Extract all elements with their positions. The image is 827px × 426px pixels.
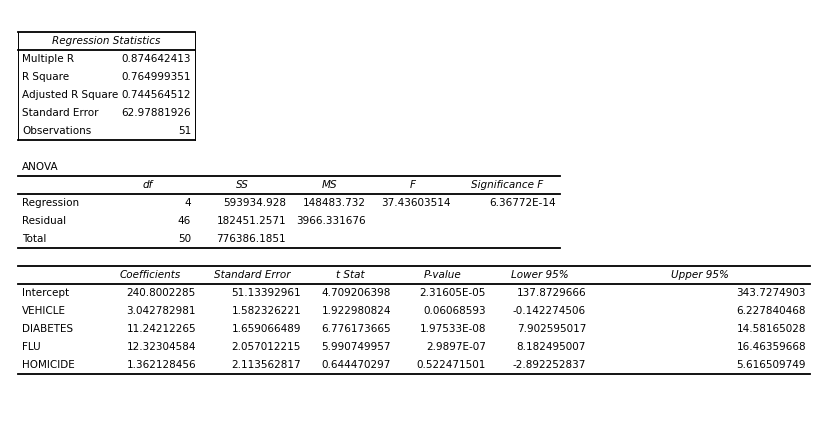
- Text: Coefficients: Coefficients: [119, 270, 180, 280]
- Text: Standard Error: Standard Error: [22, 108, 98, 118]
- Text: df: df: [142, 180, 152, 190]
- Text: 3966.331676: 3966.331676: [296, 216, 366, 226]
- Text: Residual: Residual: [22, 216, 66, 226]
- Text: Intercept: Intercept: [22, 288, 69, 298]
- Text: Lower 95%: Lower 95%: [510, 270, 568, 280]
- Text: 0.874642413: 0.874642413: [122, 54, 191, 64]
- Text: 2.9897E-07: 2.9897E-07: [426, 342, 485, 352]
- Text: VEHICLE: VEHICLE: [22, 306, 66, 316]
- Text: 1.922980824: 1.922980824: [321, 306, 390, 316]
- Text: 62.97881926: 62.97881926: [122, 108, 191, 118]
- Text: Standard Error: Standard Error: [214, 270, 290, 280]
- Text: 1.97533E-08: 1.97533E-08: [419, 324, 485, 334]
- Text: 12.32304584: 12.32304584: [127, 342, 196, 352]
- Text: 6.776173665: 6.776173665: [321, 324, 390, 334]
- Text: 11.24212265: 11.24212265: [127, 324, 196, 334]
- Text: 16.46359668: 16.46359668: [735, 342, 805, 352]
- Text: Multiple R: Multiple R: [22, 54, 74, 64]
- Text: -2.892252837: -2.892252837: [512, 360, 586, 370]
- Text: 148483.732: 148483.732: [303, 198, 366, 208]
- Text: Adjusted R Square: Adjusted R Square: [22, 90, 118, 100]
- Text: 6.36772E-14: 6.36772E-14: [489, 198, 555, 208]
- Text: 2.113562817: 2.113562817: [231, 360, 301, 370]
- Text: 1.582326221: 1.582326221: [231, 306, 301, 316]
- Text: 3.042782981: 3.042782981: [127, 306, 196, 316]
- Text: -0.142274506: -0.142274506: [512, 306, 586, 316]
- Text: 0.764999351: 0.764999351: [122, 72, 191, 82]
- Text: 2.31605E-05: 2.31605E-05: [419, 288, 485, 298]
- Text: 776386.1851: 776386.1851: [216, 234, 285, 244]
- Text: 343.7274903: 343.7274903: [735, 288, 805, 298]
- Text: 8.182495007: 8.182495007: [516, 342, 586, 352]
- Text: 7.902595017: 7.902595017: [516, 324, 586, 334]
- Text: 51: 51: [178, 126, 191, 136]
- Text: 0.644470297: 0.644470297: [321, 360, 390, 370]
- Text: SS: SS: [236, 180, 249, 190]
- Text: R Square: R Square: [22, 72, 69, 82]
- Text: MS: MS: [322, 180, 337, 190]
- Text: 51.13392961: 51.13392961: [231, 288, 301, 298]
- Text: 240.8002285: 240.8002285: [127, 288, 196, 298]
- Text: t Stat: t Stat: [335, 270, 364, 280]
- Text: 46: 46: [178, 216, 191, 226]
- Text: 182451.2571: 182451.2571: [216, 216, 285, 226]
- Text: 14.58165028: 14.58165028: [735, 324, 805, 334]
- Text: 0.744564512: 0.744564512: [122, 90, 191, 100]
- Text: 1.362128456: 1.362128456: [127, 360, 196, 370]
- Text: 5.990749957: 5.990749957: [321, 342, 390, 352]
- Text: DIABETES: DIABETES: [22, 324, 73, 334]
- Text: Regression: Regression: [22, 198, 79, 208]
- Text: 137.8729666: 137.8729666: [516, 288, 586, 298]
- Text: Observations: Observations: [22, 126, 91, 136]
- Text: 5.616509749: 5.616509749: [735, 360, 805, 370]
- Text: HOMICIDE: HOMICIDE: [22, 360, 74, 370]
- Text: Upper 95%: Upper 95%: [670, 270, 728, 280]
- Text: 4: 4: [184, 198, 191, 208]
- Text: 0.522471501: 0.522471501: [416, 360, 485, 370]
- Text: ANOVA: ANOVA: [22, 162, 59, 172]
- Text: 0.06068593: 0.06068593: [423, 306, 485, 316]
- Text: FLU: FLU: [22, 342, 41, 352]
- Text: Regression Statistics: Regression Statistics: [52, 36, 160, 46]
- Text: 50: 50: [178, 234, 191, 244]
- Text: Total: Total: [22, 234, 46, 244]
- Text: 593934.928: 593934.928: [222, 198, 285, 208]
- Text: Significance F: Significance F: [471, 180, 543, 190]
- Text: F: F: [409, 180, 415, 190]
- Text: 1.659066489: 1.659066489: [232, 324, 301, 334]
- Text: 6.227840468: 6.227840468: [735, 306, 805, 316]
- Text: 37.43603514: 37.43603514: [381, 198, 451, 208]
- Text: 4.709206398: 4.709206398: [321, 288, 390, 298]
- Text: 2.057012215: 2.057012215: [232, 342, 301, 352]
- Text: P-value: P-value: [423, 270, 461, 280]
